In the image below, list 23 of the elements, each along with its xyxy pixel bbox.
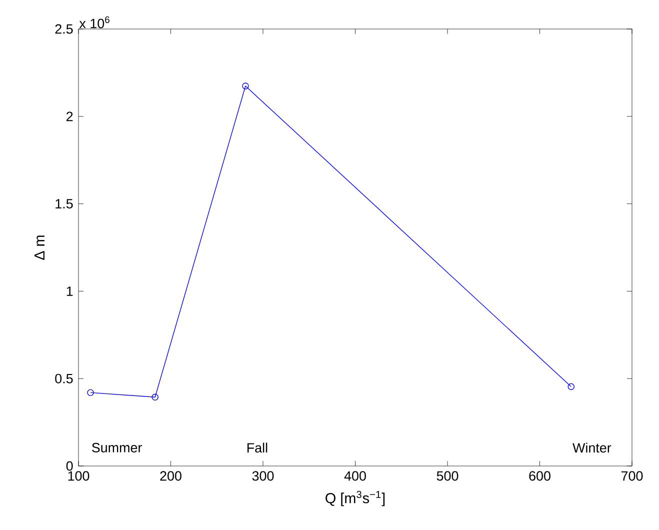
x-tick-label: 700 (621, 471, 643, 481)
y-axis-title: Δ m (34, 236, 44, 260)
x-tick-label: 600 (529, 471, 550, 481)
text: x 10$^{6}$ (79, 16, 110, 28)
annotation: Winter (572, 442, 612, 453)
x-tick-label: 200 (160, 471, 182, 481)
y-tick-label: 0.5 (55, 374, 73, 384)
point (87, 389, 94, 396)
point (568, 383, 574, 390)
x-axis-title: Q [m$^{3}$s$^{−1}$] (326, 490, 385, 506)
x-tick-label: 300 (252, 471, 274, 481)
annotation: Fall (247, 442, 268, 453)
y-tick-label: 0 (66, 461, 73, 471)
y-tick-label: 2 (66, 112, 73, 122)
y-tick-label: 1 (66, 286, 73, 296)
x-tick-label: 400 (344, 471, 366, 481)
annotation: Summer (92, 442, 142, 452)
point (152, 394, 158, 400)
x-tick-label: 500 (436, 471, 458, 481)
y-tick-label: 1.5 (56, 199, 73, 208)
x-tick-label: 100 (68, 471, 90, 481)
y-tick-label: 2.5 (55, 24, 73, 34)
point (242, 82, 249, 90)
